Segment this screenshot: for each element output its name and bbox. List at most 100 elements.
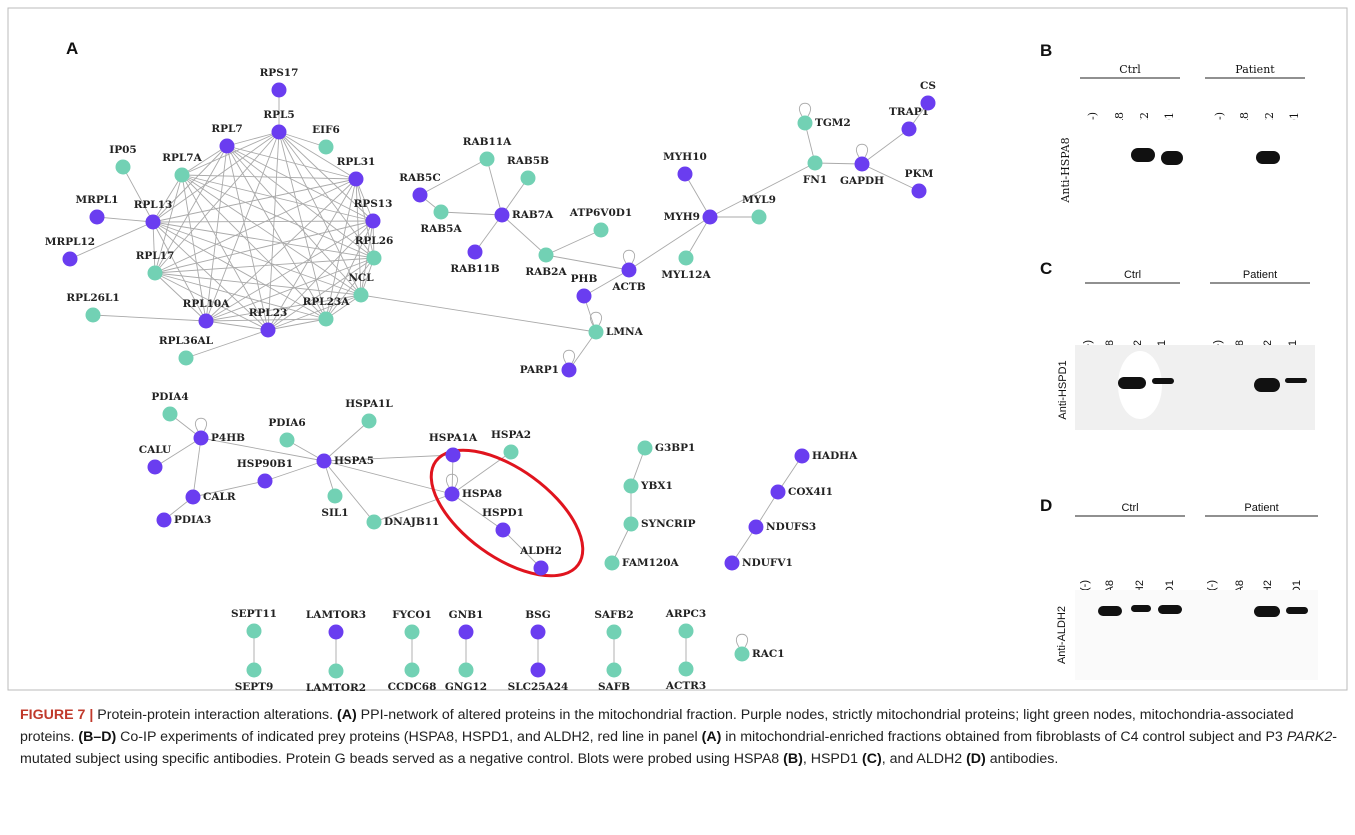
node-label: SAFB <box>598 681 630 693</box>
node <box>329 664 344 679</box>
node <box>199 314 214 329</box>
node-label: SIL1 <box>321 507 348 519</box>
caption-label: FIGURE 7 | <box>20 707 93 723</box>
node <box>624 479 639 494</box>
node <box>679 662 694 677</box>
node <box>367 515 382 530</box>
node-label: MYH10 <box>663 151 707 163</box>
group-label: Patient <box>1235 63 1275 76</box>
node-label: ACTR3 <box>665 680 706 692</box>
caption-ref: (B–D) <box>78 729 116 745</box>
node-label: RAB11B <box>450 263 499 275</box>
node <box>194 431 209 446</box>
band <box>1158 605 1182 614</box>
self-loop <box>623 250 634 263</box>
node-label: LAMTOR2 <box>306 682 366 694</box>
node-label: HSPD1 <box>482 507 524 519</box>
node <box>157 513 172 528</box>
node <box>562 363 577 378</box>
node-label: PDIA6 <box>268 417 305 429</box>
node <box>179 351 194 366</box>
node-label: GNG12 <box>445 681 487 693</box>
antibody-label: Anti-HSPA8 <box>1059 137 1072 203</box>
caption-text: Protein-protein interaction alterations. <box>93 707 337 723</box>
node-label: RAB11A <box>463 136 512 148</box>
edge <box>268 132 279 330</box>
node <box>405 625 420 640</box>
group-label: Ctrl <box>1119 63 1141 76</box>
node <box>798 116 813 131</box>
figure: A RPS17RPL5RPL7EIF6RPL7AIP05RPL31MRPL1RP… <box>0 0 1355 835</box>
edge <box>546 230 601 255</box>
node-label: ARPC3 <box>665 608 706 620</box>
node-label: EIF6 <box>312 124 340 136</box>
edge <box>361 295 596 332</box>
node-label: RAB5A <box>420 223 462 235</box>
node <box>855 157 870 172</box>
node <box>63 252 78 267</box>
node <box>521 171 536 186</box>
band <box>1254 378 1280 392</box>
node-label: HADHA <box>812 450 858 462</box>
band <box>1254 606 1280 617</box>
node-label: LMNA <box>606 326 644 338</box>
node-label: P4HB <box>211 432 245 444</box>
panel-label: A <box>66 39 78 58</box>
node <box>317 454 332 469</box>
edge <box>227 146 361 295</box>
blots: BCtrlPatientCtrl (-)IP HSPA8IP ALDH2IP H… <box>1040 41 1318 680</box>
blot <box>1077 120 1315 220</box>
node <box>405 663 420 678</box>
band <box>1131 148 1155 162</box>
node-label: NCL <box>348 272 374 284</box>
node-label: GNB1 <box>449 609 484 621</box>
node <box>413 188 428 203</box>
group-label: Patient <box>1243 269 1277 281</box>
node <box>624 517 639 532</box>
self-loop <box>856 144 867 157</box>
node <box>446 448 461 463</box>
caption-text: , HSPD1 <box>803 751 862 767</box>
node <box>163 407 178 422</box>
node <box>725 556 740 571</box>
node-label: PDIA3 <box>174 514 211 526</box>
antibody-label: Anti-ALDH2 <box>1056 606 1068 664</box>
node-label: SYNCRIP <box>641 518 696 530</box>
node-label: FN1 <box>803 174 827 186</box>
node <box>272 83 287 98</box>
panel-label: B <box>1040 41 1052 60</box>
node-label: MRPL1 <box>76 194 119 206</box>
node <box>771 485 786 500</box>
node-label: MYL9 <box>742 194 776 206</box>
node <box>539 248 554 263</box>
node <box>589 325 604 340</box>
edge <box>97 217 153 222</box>
node-label: LAMTOR3 <box>306 609 366 621</box>
node-label: SEPT9 <box>235 681 274 693</box>
node-label: PDIA4 <box>151 391 188 403</box>
caption-gene: PARK2 <box>1287 729 1332 745</box>
edge <box>502 215 546 255</box>
edge <box>862 129 909 164</box>
blot <box>1075 590 1318 680</box>
node-label: RPL7A <box>162 152 202 164</box>
node <box>362 414 377 429</box>
antibody-label: Anti-HSPD1 <box>1057 360 1069 419</box>
node-label: RPL10A <box>183 298 231 310</box>
edge <box>93 315 206 321</box>
caption-ref: (C) <box>862 751 882 767</box>
caption-text: , and ALDH2 <box>882 751 966 767</box>
node <box>319 140 334 155</box>
node <box>607 663 622 678</box>
node-label: RPL31 <box>337 156 376 168</box>
node <box>749 520 764 535</box>
node <box>247 663 262 678</box>
node <box>752 210 767 225</box>
band <box>1098 606 1122 616</box>
node <box>912 184 927 199</box>
node <box>531 625 546 640</box>
caption-text: Co-IP experiments of indicated prey prot… <box>116 729 701 745</box>
node <box>280 433 295 448</box>
node-label: RPL7 <box>211 123 242 135</box>
